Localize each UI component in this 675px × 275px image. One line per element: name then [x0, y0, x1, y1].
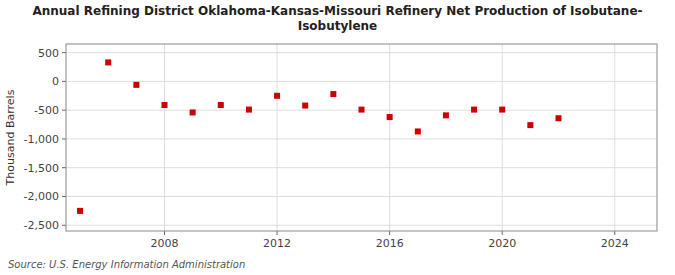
x-tick-label: 2024: [601, 237, 629, 250]
point: [443, 112, 449, 118]
point: [415, 128, 421, 134]
grid: [66, 44, 657, 231]
point: [190, 109, 196, 115]
y-tick: [62, 225, 66, 226]
y-tick: [62, 138, 66, 139]
x-grid-line: [614, 44, 615, 231]
point: [527, 122, 533, 128]
y-tick-label: -1,000: [24, 133, 59, 146]
y-tick-label: -2,000: [24, 190, 59, 203]
x-grid-line: [502, 44, 503, 231]
y-tick-label: 0: [52, 75, 59, 88]
points: [77, 59, 561, 213]
y-grid-line: [66, 138, 657, 139]
y-tick: [62, 52, 66, 53]
x-tick-label: 2020: [488, 237, 516, 250]
y-grid-line: [66, 167, 657, 168]
x-tick-label: 2016: [376, 237, 404, 250]
point: [274, 93, 280, 99]
title-line: Annual Refining District Oklahoma-Kansas…: [32, 4, 642, 18]
y-tick: [62, 167, 66, 168]
x-tick: [164, 231, 165, 235]
y-tick: [62, 196, 66, 197]
y-tick-label: -500: [34, 104, 59, 117]
x-tick: [277, 231, 278, 235]
point: [105, 59, 111, 65]
x-tick-label: 2008: [151, 237, 179, 250]
y-tick-label: -1,500: [24, 162, 59, 175]
y-tick: [62, 110, 66, 111]
y-tick-label: -2,500: [24, 219, 59, 232]
y-tick-label: 500: [38, 47, 59, 60]
x-tick: [614, 231, 615, 235]
point: [246, 107, 252, 113]
point: [133, 82, 139, 88]
x-grid-line: [277, 44, 278, 231]
x-grid-line: [389, 44, 390, 231]
point: [556, 115, 562, 121]
point: [499, 107, 505, 113]
chart-svg: Annual Refining District Oklahoma-Kansas…: [0, 0, 675, 275]
plot-frame: [66, 44, 657, 231]
x-tick: [502, 231, 503, 235]
y-grid-line: [66, 81, 657, 82]
y-grid-line: [66, 196, 657, 197]
axes: 500 0 -500 -1,000 -1,500 -2,000 -2,500 2008 2012…: [24, 44, 657, 250]
y-grid-line: [66, 52, 657, 53]
point: [302, 103, 308, 109]
point: [218, 102, 224, 108]
x-grid-line: [164, 44, 165, 231]
point: [359, 107, 365, 113]
source-note: Source: U.S. Energy Information Administ…: [8, 259, 245, 270]
chart-container: Annual Refining District Oklahoma-Kansas…: [0, 0, 675, 275]
x-tick-label: 2012: [263, 237, 291, 250]
point: [387, 114, 393, 120]
title-line: Isobutylene: [298, 19, 377, 33]
y-grid-line: [66, 225, 657, 226]
y-axis-label: Thousand Barrels: [4, 89, 17, 186]
point: [162, 102, 168, 108]
x-tick: [389, 231, 390, 235]
y-tick: [62, 81, 66, 82]
point: [471, 107, 477, 113]
point: [77, 208, 83, 214]
title: Annual Refining District Oklahoma-Kansas…: [32, 4, 642, 33]
point: [330, 91, 336, 97]
